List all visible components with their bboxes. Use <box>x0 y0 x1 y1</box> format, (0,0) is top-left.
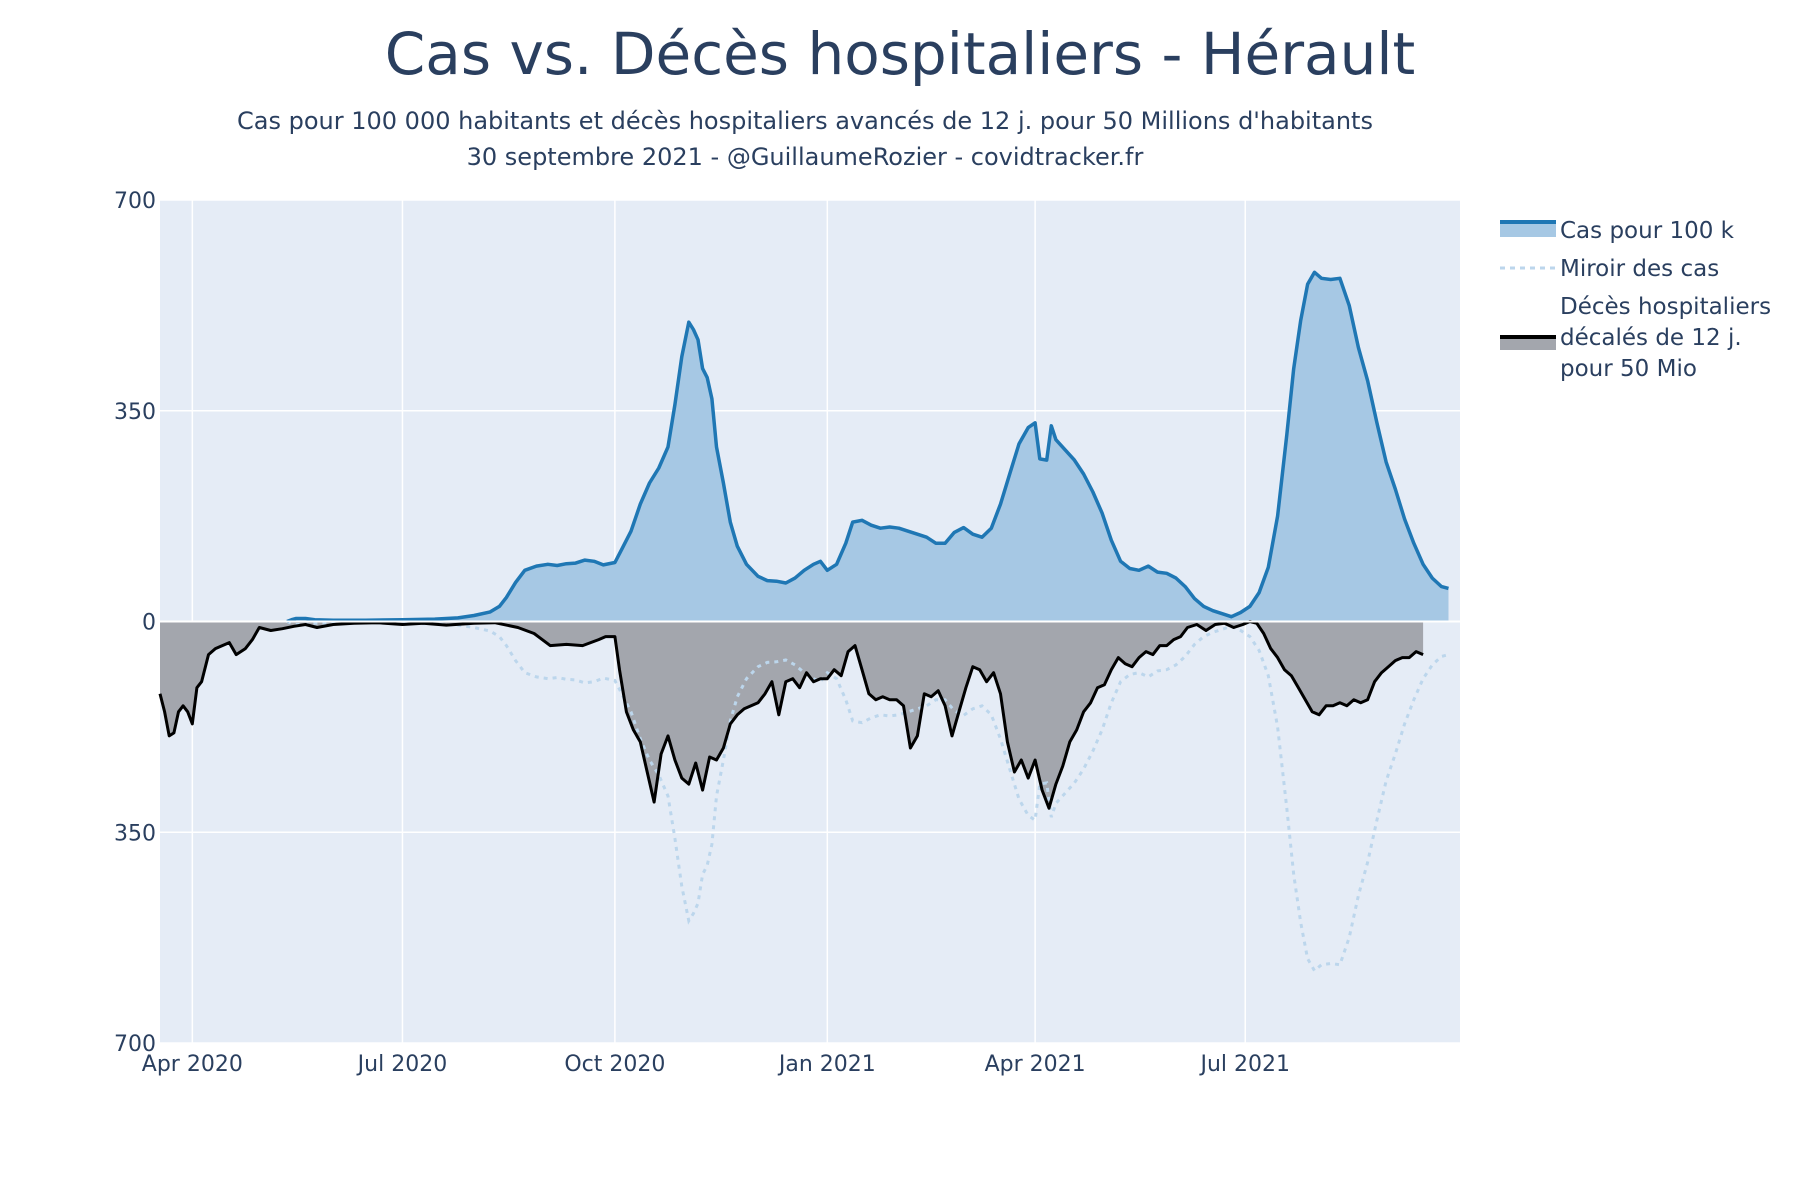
y-tick-label: 700 <box>114 189 156 214</box>
deaths-line <box>158 620 1424 810</box>
y-tick-label: 700 <box>114 1032 156 1057</box>
area-layer <box>160 272 1449 809</box>
x-axis: Apr 2020 Jul 2020 Oct 2020 Jan 2021 Apr 2021… <box>142 1052 1290 1077</box>
x-tick-label: Jul 2020 <box>356 1052 448 1077</box>
legend-label: Décès hospitaliers <box>1560 294 1771 320</box>
mirror-line <box>286 620 1449 974</box>
chart-subtitle-line1: Cas pour 100 000 habitants et décès hosp… <box>237 107 1373 135</box>
legend-item-deaths: Décès hospitaliers décalés de 12 j. pour 5… <box>1500 294 1771 382</box>
cases-area <box>287 272 1449 622</box>
x-tick-label: Jul 2021 <box>1198 1052 1290 1077</box>
y-tick-label: 350 <box>114 821 156 846</box>
deaths-area <box>160 621 1424 809</box>
x-tick-label: Apr 2020 <box>142 1052 243 1077</box>
x-tick-label: Jan 2021 <box>777 1052 876 1077</box>
legend-swatch-deaths <box>1500 336 1556 350</box>
legend-label: Cas pour 100 k <box>1560 218 1735 244</box>
chart-title: Cas vs. Décès hospitaliers - Hérault <box>384 20 1416 88</box>
legend: Cas pour 100 k Miroir des cas Décès hospit… <box>1500 218 1771 382</box>
cases-line <box>286 270 1449 624</box>
chart-subtitle-line2: 30 septembre 2021 - @GuillaumeRozier - c… <box>466 143 1144 171</box>
y-axis: 700 350 0 350 700 <box>114 189 156 1057</box>
y-tick-label: 0 <box>142 611 156 636</box>
legend-swatch-cases <box>1500 221 1556 237</box>
legend-item-cases: Cas pour 100 k <box>1500 218 1735 244</box>
x-tick-label: Apr 2021 <box>985 1052 1086 1077</box>
y-tick-label: 350 <box>114 400 156 425</box>
legend-label: décalés de 12 j. <box>1560 325 1742 351</box>
line-layer <box>158 270 1460 974</box>
legend-label: pour 50 Mio <box>1560 356 1697 382</box>
legend-label: Miroir des cas <box>1560 256 1719 282</box>
x-tick-label: Oct 2020 <box>564 1052 665 1077</box>
legend-item-mirror: Miroir des cas <box>1500 256 1719 282</box>
